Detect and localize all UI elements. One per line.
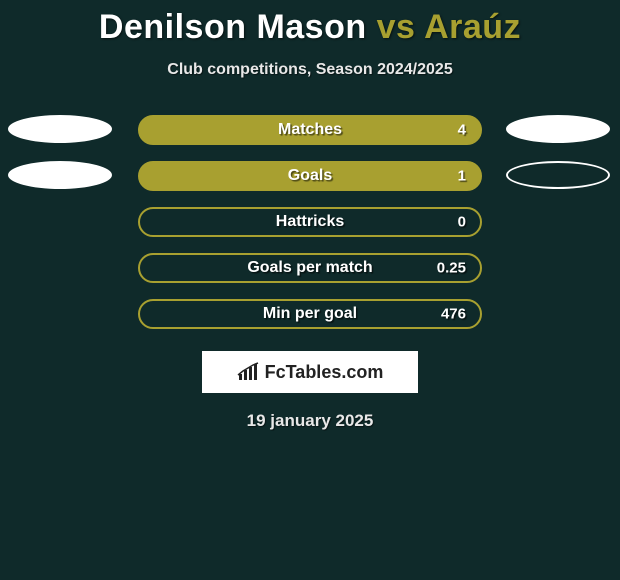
stat-row: Matches 4 (0, 107, 620, 153)
subtitle: Club competitions, Season 2024/2025 (0, 61, 620, 79)
stat-bar: Hattricks 0 (138, 207, 482, 237)
stat-row: Hattricks 0 (0, 199, 620, 245)
stat-label: Goals per match (247, 259, 372, 277)
right-ellipse (506, 161, 610, 189)
stat-label: Min per goal (263, 305, 357, 323)
stat-row: Goals per match 0.25 (0, 245, 620, 291)
stat-bar: Min per goal 476 (138, 299, 482, 329)
stat-value: 1 (458, 168, 466, 185)
player-right-name: Araúz (424, 8, 521, 46)
stat-label: Goals (288, 167, 332, 185)
left-ellipse (8, 115, 112, 143)
stat-value: 476 (441, 306, 466, 323)
stat-value: 4 (458, 122, 466, 139)
stats-block: Matches 4 Goals 1 Hattricks 0 Goals per match 0… (0, 107, 620, 337)
stat-row: Min per goal 476 (0, 291, 620, 337)
left-ellipse (8, 161, 112, 189)
stat-bar: Goals 1 (138, 161, 482, 191)
comparison-title: Denilson Mason vs Araúz (0, 0, 620, 47)
vs-word: vs (377, 8, 416, 46)
stat-row: Goals 1 (0, 153, 620, 199)
player-left-name: Denilson Mason (99, 8, 367, 46)
stat-label: Hattricks (276, 213, 344, 231)
stat-label: Matches (278, 121, 342, 139)
right-ellipse (506, 115, 610, 143)
stat-bar: Matches 4 (138, 115, 482, 145)
chart-icon (237, 362, 259, 382)
stat-value: 0 (458, 214, 466, 231)
stat-value: 0.25 (437, 260, 466, 277)
brand-badge: FcTables.com (202, 351, 418, 393)
brand-text: FcTables.com (265, 362, 384, 383)
date-text: 19 january 2025 (0, 411, 620, 431)
stat-bar: Goals per match 0.25 (138, 253, 482, 283)
infographic-container: Denilson Mason vs Araúz Club competition… (0, 0, 620, 580)
